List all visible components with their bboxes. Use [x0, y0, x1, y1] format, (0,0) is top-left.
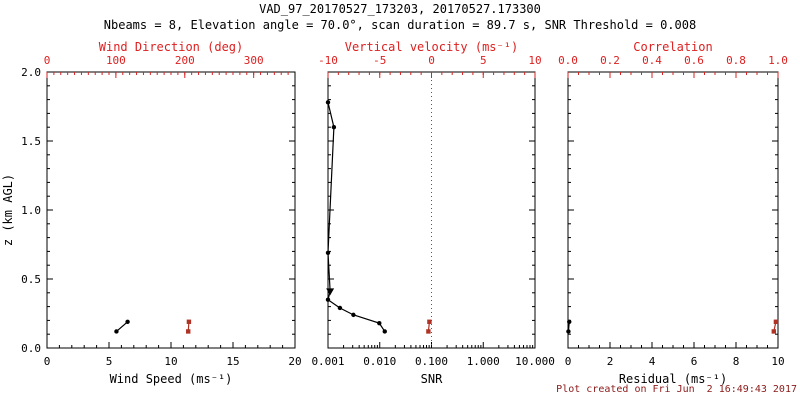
plot-subtitle: Nbeams = 8, Elevation angle = 70.0°, sca…: [103, 18, 697, 32]
y-axis: z (km AGL) 0.0 0.5 1.0 1.5 2.0: [1, 66, 41, 355]
residual-bottom-axis-label: Residual (ms⁻¹): [619, 372, 727, 386]
y-tick-label: 1.0: [21, 204, 41, 217]
data-point-snr-profile: [331, 125, 337, 130]
data-point-snr-profile: [382, 329, 387, 334]
plot-frame: [327, 71, 536, 349]
residual-bottom-axis: 0 2 4 6 8 10 Residual (ms⁻¹): [565, 342, 785, 386]
plot-title: VAD_97_20170527_173203, 20170527.173300: [259, 2, 541, 16]
plot-created-timestamp: Plot created on Fri Jun 2 16:49:43 2017: [556, 384, 797, 395]
x-tick-label: 0.8: [726, 54, 746, 67]
data-point-wind-speed: [114, 329, 119, 334]
data-point-wind-speed: [125, 319, 130, 324]
series-correlation: [771, 319, 779, 334]
data-point-correlation: [771, 329, 776, 334]
x-tick-label: 8: [733, 355, 740, 368]
x-tick-label: 0.2: [600, 54, 620, 67]
x-tick-label: 2: [607, 355, 614, 368]
x-tick-label: 0.6: [684, 54, 704, 67]
x-tick-label: 100: [106, 54, 126, 67]
snr-top-axis: -10 -5 0 5 10 Vertical velocity (ms⁻¹): [318, 40, 542, 78]
panel-residual: 0 2 4 6 8 10 Residual (ms⁻¹) 0.0 0.2 0.4 0.6 0.8 1.0…: [558, 40, 788, 386]
snr-bottom-axis-label: SNR: [421, 372, 443, 386]
panel-snr: 0.001 0.010 0.100 1.000 10.000 SNR -10 -5 0 5 10 Ve…: [311, 40, 554, 386]
wind-bottom-axis: 0 5 10 15 20 Wind Speed (ms⁻¹): [44, 342, 302, 386]
data-point-snr-profile: [325, 250, 331, 255]
tick-marks: [47, 71, 295, 349]
wind-bottom-axis-label: Wind Speed (ms⁻¹): [110, 372, 233, 386]
x-tick-label: 0: [428, 54, 435, 67]
x-tick-label: 1.000: [467, 355, 500, 368]
series-wind-direction: [186, 319, 192, 334]
y-tick-label: 1.5: [21, 135, 41, 148]
x-tick-label: 10.000: [515, 355, 555, 368]
plot-frame: [46, 71, 296, 349]
x-tick-label: 200: [175, 54, 195, 67]
y-tick-label: 0.5: [21, 273, 41, 286]
snr-bottom-axis: 0.001 0.010 0.100 1.000 10.000 SNR: [311, 342, 555, 386]
x-tick-label: 0.100: [415, 355, 448, 368]
data-point-snr-profile: [325, 100, 331, 105]
x-tick-label: 4: [649, 355, 656, 368]
y-tick-label: 0.0: [21, 342, 41, 355]
plot-frame: [567, 71, 779, 349]
data-point-correlation: [773, 319, 779, 324]
data-point-wind-direction: [186, 319, 192, 324]
panel-wind: 0 5 10 15 20 Wind Speed (ms⁻¹) 0 100 200 300Wind …: [44, 40, 302, 386]
x-tick-label: 0.0: [558, 54, 578, 67]
y-axis-label: z (km AGL): [1, 174, 15, 246]
data-point-snr-profile: [351, 312, 356, 318]
data-point-vertical-velocity: [426, 329, 431, 334]
data-point-snr-profile: [337, 305, 343, 311]
x-tick-label: 300: [244, 54, 264, 67]
data-point-vertical-velocity: [427, 319, 432, 324]
wind-speed-line: [116, 321, 128, 332]
x-tick-label: 0.001: [311, 355, 344, 368]
x-tick-label: 10: [164, 355, 177, 368]
tick-marks: [328, 71, 535, 349]
series-wind-speed: [114, 319, 130, 334]
x-tick-label: 0: [44, 355, 51, 368]
x-tick-label: 0.4: [642, 54, 662, 67]
x-tick-label: 0: [565, 355, 572, 368]
x-tick-label: 10: [771, 355, 784, 368]
data-point-snr-profile: [377, 320, 382, 326]
snr-top-axis-label: Vertical velocity (ms⁻¹): [345, 40, 518, 54]
y-tick-label: 2.0: [21, 66, 41, 79]
residual-top-axis: 0.0 0.2 0.4 0.6 0.8 1.0 Correlation: [558, 40, 788, 78]
x-tick-label: 6: [691, 355, 698, 368]
series-residual: [566, 319, 572, 334]
wind-top-axis-label: Wind Direction (deg): [99, 40, 244, 54]
series-snr-profile: [325, 100, 387, 334]
residual-top-axis-label: Correlation: [633, 40, 712, 54]
x-tick-label: 20: [288, 355, 301, 368]
data-point-snr-profile: [325, 297, 331, 302]
x-tick-label: 1.0: [768, 54, 788, 67]
x-tick-label: 5: [106, 355, 113, 368]
x-tick-label: 0: [44, 54, 51, 67]
x-tick-label: -10: [318, 54, 338, 67]
x-tick-label: 15: [226, 355, 239, 368]
x-tick-label: 10: [528, 54, 541, 67]
tick-marks: [568, 71, 778, 349]
data-point-residual: [566, 329, 571, 334]
x-tick-label: -5: [373, 54, 386, 67]
x-tick-label: 0.010: [363, 355, 396, 368]
x-tick-label: 5: [480, 54, 487, 67]
series-vertical-velocity: [426, 319, 432, 334]
data-point-residual: [567, 319, 572, 324]
data-point-wind-direction: [186, 329, 191, 334]
snr-profile-line: [327, 102, 386, 332]
data-point-snr-profile: [326, 288, 335, 296]
